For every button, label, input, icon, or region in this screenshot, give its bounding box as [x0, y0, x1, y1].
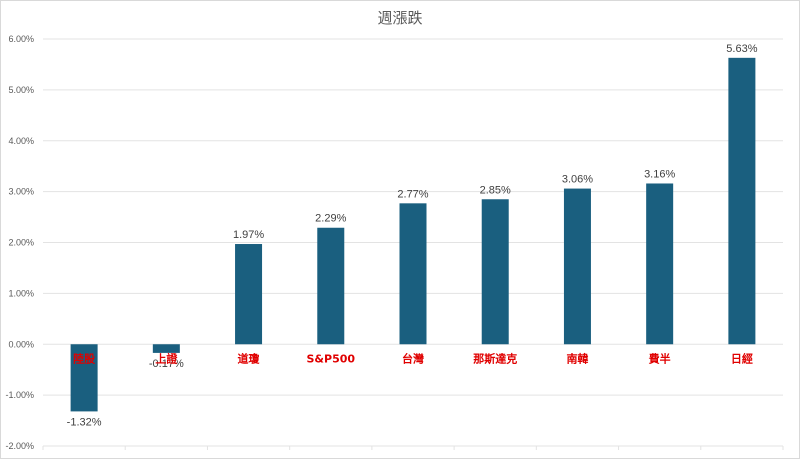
- y-tick-label: 6.00%: [8, 34, 34, 44]
- category-labels: 陸股 上證 道瓊 S&P500 台灣 那斯達克 南韓 費半 日經: [73, 351, 753, 365]
- data-label: -1.32%: [67, 416, 102, 428]
- data-label: 3.06%: [562, 174, 593, 186]
- y-tick-label: 4.00%: [8, 136, 34, 146]
- bar: [728, 57, 756, 345]
- y-tick-label: 2.00%: [8, 238, 34, 248]
- category-label: 上證: [155, 351, 178, 365]
- y-tick-label: 5.00%: [8, 85, 34, 95]
- bars: [70, 57, 756, 412]
- data-label: 2.77%: [397, 188, 428, 200]
- category-label: 那斯達克: [473, 351, 517, 365]
- data-label: 3.16%: [644, 168, 675, 180]
- data-labels: -1.32% -0.17% 1.97% 2.29% 2.77% 2.85% 3.06% 3.1…: [67, 43, 758, 429]
- category-label: 南韓: [566, 351, 588, 365]
- chart-title: 週漲跌: [377, 9, 422, 27]
- y-tick-label: 3.00%: [8, 187, 34, 197]
- bar: [235, 244, 263, 345]
- category-label: 道瓊: [238, 351, 261, 365]
- category-label: 台灣: [402, 351, 424, 365]
- y-tick-label: 0.00%: [8, 339, 34, 349]
- data-label: 5.63%: [726, 43, 757, 55]
- data-label: 2.29%: [315, 213, 346, 225]
- category-label: 陸股: [73, 351, 96, 365]
- bar: [152, 344, 180, 353]
- category-label: S&P500: [307, 352, 356, 365]
- category-label: 日經: [731, 351, 753, 365]
- data-label: 2.85%: [480, 184, 511, 196]
- bar: [481, 199, 509, 345]
- y-tick-label: -2.00%: [5, 441, 34, 451]
- bar: [317, 227, 345, 345]
- category-label: 費半: [648, 351, 671, 365]
- bar: [70, 344, 98, 412]
- data-label: -0.17%: [149, 358, 184, 370]
- bar: [399, 203, 427, 345]
- y-tick-label: -1.00%: [5, 390, 34, 400]
- bar: [646, 183, 674, 345]
- data-label: 1.97%: [233, 229, 264, 241]
- y-tick-label: 1.00%: [8, 288, 34, 298]
- bar: [563, 188, 591, 345]
- y-axis: 6.00% 5.00% 4.00% 3.00% 2.00% 1.00% 0.00% -1.00…: [5, 34, 34, 451]
